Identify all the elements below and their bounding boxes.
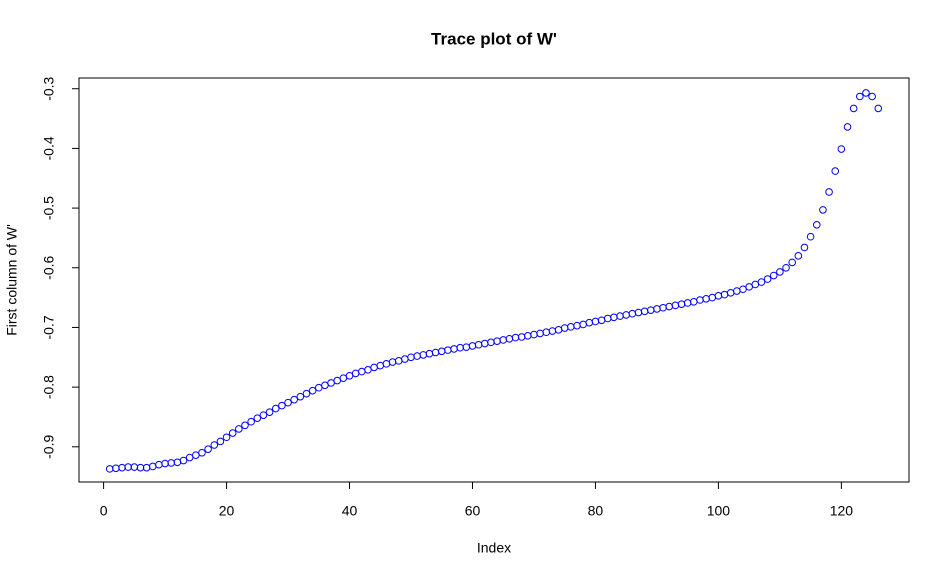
point [278,401,286,410]
point [222,433,231,442]
x-tick-label: 0 [100,503,108,519]
point [290,395,298,404]
point [856,92,864,101]
point [874,104,883,113]
point [228,429,237,437]
point [198,448,206,457]
point [763,275,772,283]
x-tick-label: 60 [465,503,481,519]
point [806,232,815,241]
point [235,425,243,433]
point [862,89,870,97]
point [849,104,858,113]
y-tick-label: -0.5 [41,196,57,220]
point [265,408,274,416]
point [284,398,292,407]
x-tick-label: 100 [707,503,731,519]
point [204,445,212,453]
point [769,271,778,280]
point [788,258,796,267]
point [843,123,852,131]
point [800,243,809,252]
point [837,145,846,153]
y-tick-label: -0.9 [41,435,57,459]
point [308,386,317,395]
point [296,392,305,401]
x-axis-label: Index [477,540,511,556]
point [819,206,827,214]
point [831,167,840,175]
point [757,278,766,286]
point [782,263,790,272]
point [253,414,262,422]
point [812,221,821,229]
x-tick-label: 80 [588,503,604,519]
point [271,404,280,413]
y-tick-label: -0.8 [41,375,57,399]
point [179,456,188,465]
chart-title: Trace plot of W' [431,29,557,48]
y-tick-label: -0.6 [41,255,57,279]
point [241,421,249,430]
point [776,268,784,276]
point [868,92,876,101]
y-tick-label: -0.3 [41,76,57,100]
point [825,188,833,196]
y-axis-label: First column of W' [4,224,20,336]
point [794,252,803,260]
point [210,441,219,449]
x-tick-label: 20 [219,503,235,519]
y-tick-label: -0.4 [41,136,57,160]
point [216,437,225,446]
y-tick-label: -0.7 [41,315,57,339]
point [247,417,255,426]
point [259,411,268,419]
x-tick-label: 40 [342,503,358,519]
x-tick-label: 120 [830,503,854,519]
point [302,389,311,398]
